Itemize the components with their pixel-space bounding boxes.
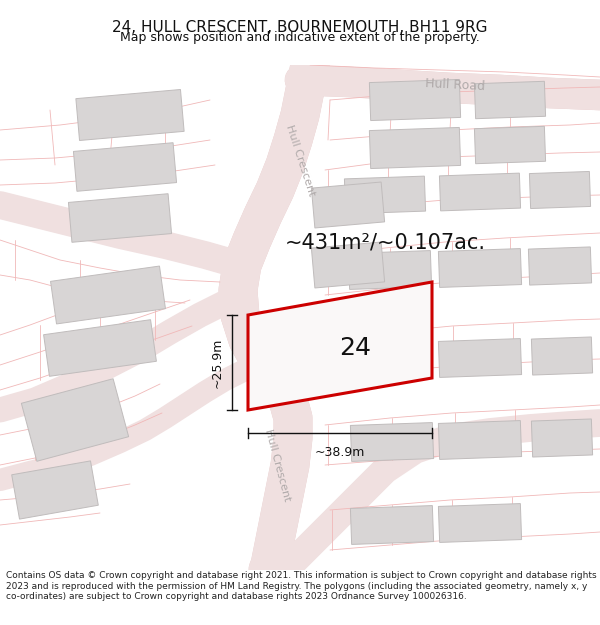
Polygon shape [439, 339, 521, 377]
Text: Map shows position and indicative extent of the property.: Map shows position and indicative extent… [120, 31, 480, 44]
Text: Contains OS data © Crown copyright and database right 2021. This information is : Contains OS data © Crown copyright and d… [6, 571, 596, 601]
Polygon shape [22, 379, 128, 461]
Polygon shape [311, 242, 385, 288]
Polygon shape [349, 341, 431, 379]
Polygon shape [439, 421, 521, 459]
Polygon shape [68, 194, 172, 242]
Polygon shape [311, 332, 385, 378]
Polygon shape [370, 79, 461, 121]
Polygon shape [50, 266, 166, 324]
Polygon shape [529, 247, 592, 285]
Polygon shape [76, 89, 184, 141]
Text: 24: 24 [339, 336, 371, 360]
Text: Hull Crescent: Hull Crescent [263, 428, 292, 503]
Polygon shape [311, 182, 385, 228]
Text: ~38.9m: ~38.9m [315, 446, 365, 459]
Text: Hull Crescent: Hull Crescent [284, 123, 316, 197]
Text: ~431m²/~0.107ac.: ~431m²/~0.107ac. [284, 232, 485, 252]
Text: 24, HULL CRESCENT, BOURNEMOUTH, BH11 9RG: 24, HULL CRESCENT, BOURNEMOUTH, BH11 9RG [112, 20, 488, 35]
Text: Hull Road: Hull Road [425, 77, 485, 93]
Polygon shape [532, 337, 593, 375]
Polygon shape [73, 142, 176, 191]
Polygon shape [350, 422, 434, 461]
Polygon shape [44, 320, 157, 376]
Polygon shape [349, 251, 431, 289]
Polygon shape [439, 249, 521, 288]
Polygon shape [350, 506, 434, 544]
Polygon shape [529, 171, 590, 209]
Polygon shape [532, 419, 593, 457]
Polygon shape [475, 126, 545, 164]
Polygon shape [344, 176, 425, 214]
Polygon shape [475, 81, 545, 119]
Text: ~25.9m: ~25.9m [211, 338, 224, 388]
Polygon shape [370, 127, 461, 169]
Polygon shape [439, 173, 521, 211]
Polygon shape [439, 504, 521, 542]
Polygon shape [12, 461, 98, 519]
Polygon shape [248, 282, 432, 410]
